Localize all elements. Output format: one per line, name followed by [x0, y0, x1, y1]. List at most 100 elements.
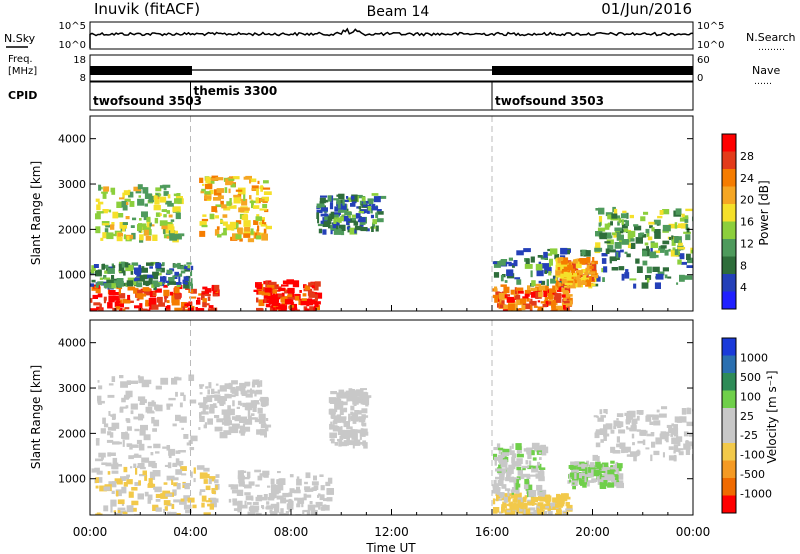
data-cell [260, 430, 267, 436]
data-cell [327, 477, 333, 484]
data-cell [563, 295, 567, 301]
data-cell [305, 488, 314, 492]
data-cell [351, 412, 358, 416]
data-cell [563, 271, 568, 278]
data-cell [199, 392, 203, 395]
data-cell [176, 377, 182, 381]
data-cell [108, 452, 116, 456]
data-cell [108, 283, 116, 289]
data-cell [204, 293, 211, 297]
data-cell [172, 477, 179, 481]
data-cell [610, 429, 615, 434]
data-cell [572, 464, 577, 472]
data-cell [559, 495, 564, 501]
data-cell [254, 469, 261, 473]
data-cell [199, 472, 208, 479]
data-cell [631, 242, 636, 249]
data-cell [501, 484, 507, 489]
data-cell [223, 430, 232, 435]
data-cell [359, 436, 362, 440]
data-cell [348, 413, 351, 419]
data-cell [113, 280, 121, 283]
colorbar-swatch [722, 204, 736, 222]
data-cell [220, 200, 224, 207]
data-cell [199, 384, 205, 387]
data-cell [671, 423, 674, 427]
data-cell [126, 280, 134, 287]
data-cell [152, 292, 156, 296]
data-cell [206, 303, 210, 306]
data-cell [613, 474, 618, 478]
data-cell [139, 429, 146, 436]
data-cell [681, 261, 687, 265]
data-cell [237, 470, 244, 477]
data-cell [125, 405, 129, 409]
beam-label: Beam 14 [367, 4, 430, 20]
data-cell [594, 247, 603, 252]
data-cell [585, 467, 588, 475]
data-cell [119, 197, 125, 200]
data-cell [690, 249, 693, 254]
data-cell [252, 501, 259, 505]
data-cell [618, 421, 622, 427]
data-cell [184, 309, 190, 311]
data-cell [642, 439, 646, 446]
data-cell [199, 412, 202, 419]
data-cell [339, 408, 344, 415]
data-cell [329, 202, 334, 210]
data-cell [617, 463, 623, 469]
data-cell [493, 479, 497, 486]
data-cell [540, 301, 549, 304]
data-cell [172, 423, 177, 427]
data-cell [620, 421, 624, 428]
data-cell [548, 288, 555, 293]
data-cell [522, 496, 527, 503]
data-cell [584, 272, 588, 276]
data-cell [136, 439, 142, 444]
data-cell [241, 207, 250, 211]
power-ylabel: Slant Range [km] [29, 161, 43, 265]
data-cell [228, 484, 234, 488]
data-cell [353, 221, 359, 226]
data-cell [686, 421, 693, 427]
data-cell [571, 268, 576, 273]
data-cell [653, 219, 661, 225]
data-cell [504, 294, 507, 298]
data-cell [565, 267, 572, 270]
data-cell [213, 197, 221, 201]
data-cell [107, 471, 111, 475]
data-cell [260, 224, 268, 227]
data-cell [516, 458, 523, 464]
data-cell [549, 288, 552, 295]
data-cell [507, 467, 514, 474]
data-cell [302, 510, 305, 514]
data-cell [537, 463, 542, 469]
data-cell [231, 416, 236, 420]
data-cell [657, 271, 665, 276]
data-cell [616, 251, 619, 259]
data-cell [621, 273, 625, 281]
data-cell [188, 374, 195, 381]
data-cell [546, 501, 551, 506]
data-cell [597, 227, 606, 232]
data-cell [92, 294, 98, 299]
data-cell [332, 222, 339, 229]
data-cell [581, 249, 586, 256]
data-cell [214, 415, 220, 419]
data-cell [326, 497, 333, 502]
data-cell [495, 468, 503, 472]
data-cell [256, 284, 262, 290]
data-cell [493, 261, 501, 268]
data-cell [114, 301, 119, 307]
data-cell [612, 450, 621, 454]
data-cell [249, 179, 252, 184]
x-tick-label: 16:00 [475, 525, 510, 539]
data-cell [97, 470, 103, 475]
data-cell [136, 298, 140, 301]
data-cell [527, 501, 535, 506]
data-cell [248, 481, 255, 486]
data-cell [376, 218, 384, 223]
data-cell [353, 439, 361, 446]
data-cell [494, 459, 497, 466]
